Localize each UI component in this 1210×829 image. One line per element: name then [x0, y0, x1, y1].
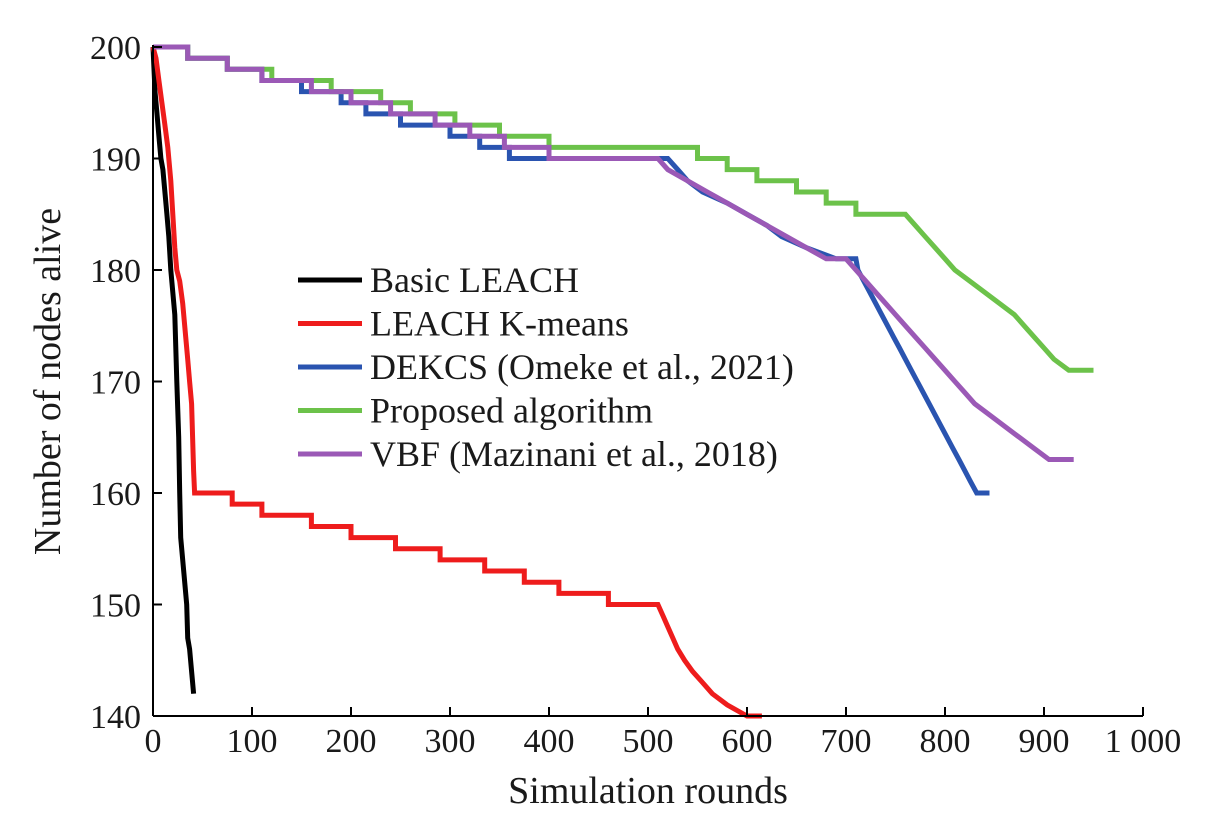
legend-label: VBF (Mazinani et al., 2018): [370, 434, 778, 474]
series-line-4: [153, 44, 1094, 373]
x-tick-label: 200: [326, 723, 377, 760]
x-tick-label: 300: [425, 723, 476, 760]
y-tick-label: 180: [90, 253, 141, 290]
x-tick-label: 100: [227, 723, 278, 760]
x-tick-label: 900: [1019, 723, 1070, 760]
series-line-5: [153, 44, 1074, 462]
series-line-1: [150, 46, 197, 694]
x-ticks: 0 100 200 300 400 500 600 700 800 900 1 000: [145, 707, 1182, 760]
y-tick-label: 190: [90, 142, 141, 179]
x-tick-label: 0: [145, 723, 162, 760]
y-tick-label: 200: [90, 30, 141, 67]
x-tick-label: 500: [623, 723, 674, 760]
y-tick-label: 160: [90, 476, 141, 513]
x-tick-label: 700: [821, 723, 872, 760]
x-tick-label: 800: [920, 723, 971, 760]
x-tick-label: 400: [524, 723, 575, 760]
legend-label: LEACH K-means: [370, 304, 629, 344]
y-tick-label: 140: [90, 699, 141, 736]
y-tick-label: 170: [90, 365, 141, 402]
x-tick-label: 600: [722, 723, 773, 760]
x-tick-label: 1 000: [1105, 723, 1182, 760]
series-line-2: [150, 46, 762, 719]
y-ticks: 140 150 160 170 180 190 200: [90, 30, 162, 736]
legend-label: Proposed algorithm: [370, 391, 653, 431]
legend-label: Basic LEACH: [370, 260, 579, 300]
y-tick-label: 150: [90, 588, 141, 625]
legend-label: DEKCS (Omeke et al., 2021): [370, 347, 794, 387]
y-axis-title: Number of nodes alive: [27, 208, 69, 555]
x-axis-title: Simulation rounds: [508, 770, 788, 812]
series-layer: [150, 44, 1094, 719]
